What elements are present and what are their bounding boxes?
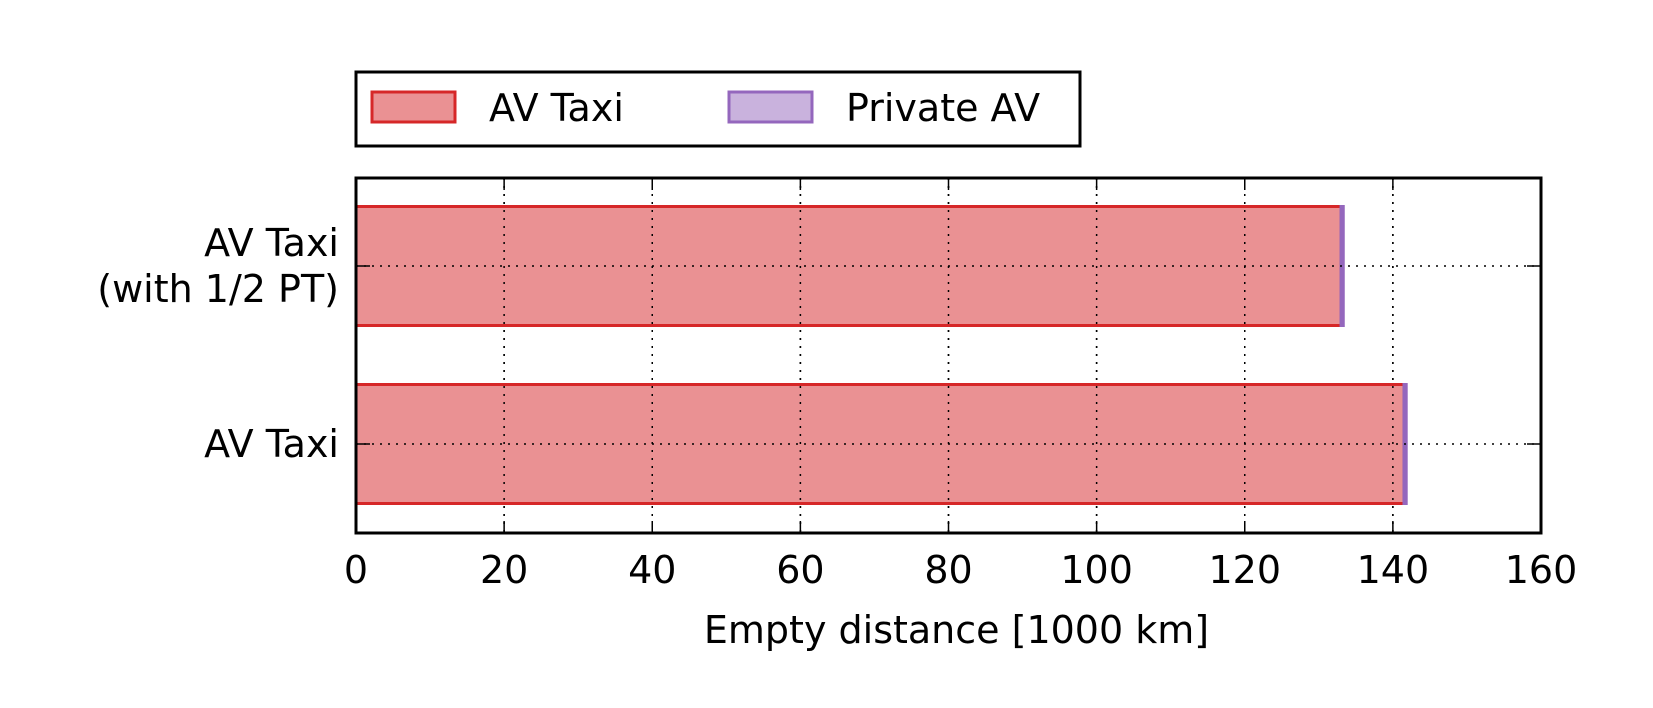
x-tick-label: 160 [1505, 548, 1578, 592]
x-tick-label: 40 [628, 548, 676, 592]
x-tick-label: 140 [1357, 548, 1430, 592]
x-tick-label: 0 [344, 548, 368, 592]
legend-swatch-private-av [727, 90, 814, 124]
x-tick-label: 120 [1208, 548, 1281, 592]
y-tick-label: AV Taxi [204, 422, 339, 466]
y-tick-label-line: AV Taxi [204, 221, 339, 265]
legend-swatch-av-taxi [370, 90, 457, 124]
x-tick-label: 80 [924, 548, 972, 592]
y-tick-label-line: AV Taxi [204, 422, 339, 466]
legend-label: AV Taxi [489, 86, 624, 130]
x-tick-label: 100 [1060, 548, 1133, 592]
y-tick-label: AV Taxi (with 1/2 PT) [97, 221, 339, 311]
x-tick-label: 60 [776, 548, 824, 592]
x-tick-label: 20 [480, 548, 528, 592]
legend-label: Private AV [846, 86, 1040, 130]
legend: AV Taxi Private AV [354, 70, 1082, 148]
legend-frame [354, 70, 1082, 148]
bars [354, 178, 1541, 533]
bar-av-taxi [354, 383, 1406, 505]
x-axis-label: Empty distance [1000 km] [704, 608, 1209, 652]
y-tick-label-line: (with 1/2 PT) [97, 267, 339, 311]
